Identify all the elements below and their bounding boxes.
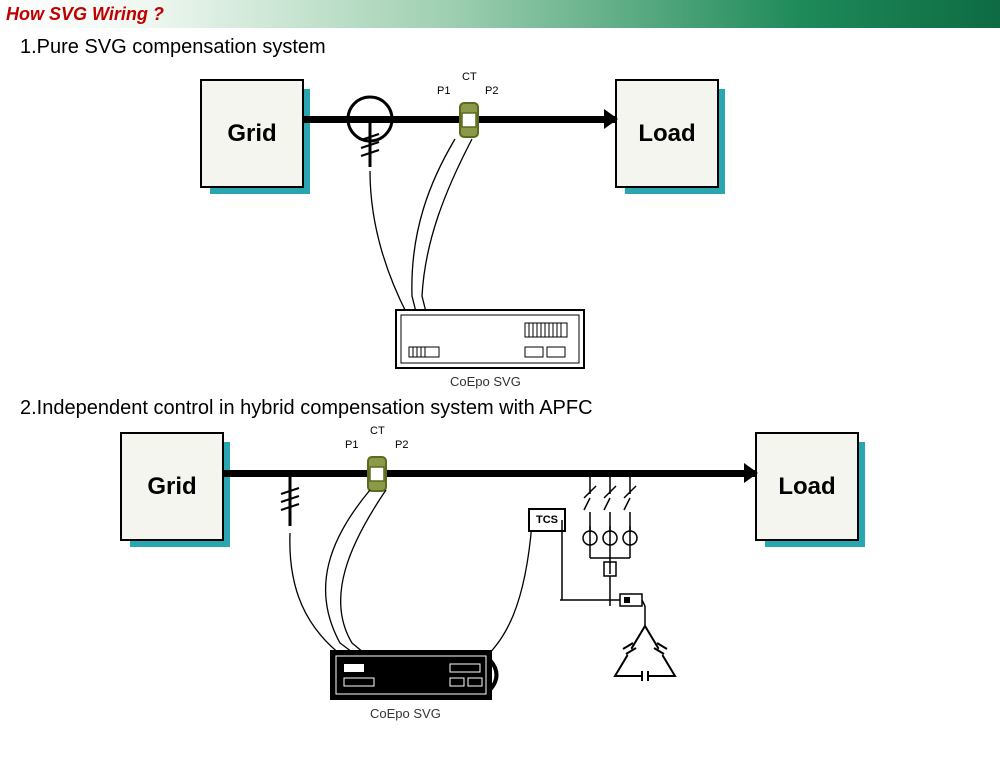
p1-label: P1 [437, 85, 450, 97]
grid-box: Grid [200, 79, 304, 188]
p2-label-2: P2 [395, 439, 408, 451]
load-box: Load [615, 79, 719, 188]
load-box-2: Load [755, 432, 859, 541]
tcs-connector-icon [560, 515, 590, 605]
arrow-into-load-icon-2 [744, 463, 760, 483]
device-label: CoEpo SVG [450, 374, 521, 389]
page-title: How SVG Wiring ? [6, 4, 164, 25]
diagram-1: Grid Load CT P1 P2 [0, 59, 1000, 389]
diagram-2: Grid Load CT P1 P2 TCS [0, 420, 1000, 740]
p2-label: P2 [485, 85, 498, 97]
tcs-label: TCS [536, 514, 558, 526]
title-bar: How SVG Wiring ? [0, 0, 1000, 28]
ct-label-2: CT [370, 425, 385, 437]
signal-wires-icon-2 [270, 478, 570, 668]
load-label: Load [638, 120, 695, 148]
load-label-2: Load [778, 473, 835, 501]
section-2-title: 2.Independent control in hybrid compensa… [0, 397, 1000, 420]
grid-box-2: Grid [120, 432, 224, 541]
grid-label-2: Grid [147, 473, 196, 501]
svg-device-icon [395, 309, 585, 369]
p1-label-2: P1 [345, 439, 358, 451]
grid-label: Grid [227, 120, 276, 148]
signal-wires-icon [360, 121, 600, 321]
section-1-title: 1.Pure SVG compensation system [0, 36, 1000, 59]
svg-device-icon-2 [330, 650, 505, 702]
device-label-2: CoEpo SVG [370, 706, 441, 721]
arrow-into-load-icon [604, 109, 620, 129]
ct-label: CT [462, 71, 477, 83]
